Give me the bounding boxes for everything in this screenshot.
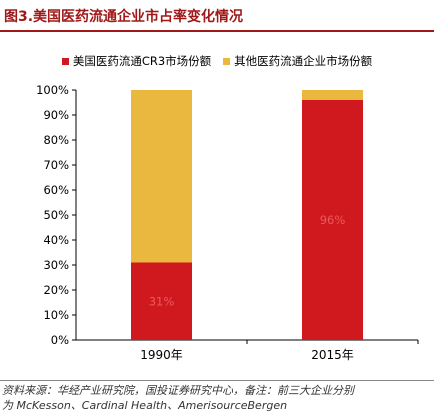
y-tick-label: 30%: [43, 258, 69, 272]
y-tick-label: 50%: [43, 208, 69, 222]
legend-item-cr3: 美国医药流通CR3市场份额: [61, 53, 212, 69]
source-note: 资料来源：华经产业研究院，国投证券研究中心，备注：前三大企业分别 为 McKes…: [2, 383, 434, 413]
legend-swatch-others: [223, 57, 231, 65]
y-tick-label: 40%: [43, 233, 69, 247]
legend-swatch-cr3: [61, 57, 69, 65]
y-tick-label: 0%: [51, 333, 69, 347]
x-tick-label: 1990年: [140, 348, 183, 362]
bar-others-0: [131, 90, 192, 263]
bar-cr3-0: [131, 262, 192, 340]
y-tick-label: 70%: [43, 158, 69, 172]
legend-item-others: 其他医药流通企业市场份额: [223, 53, 372, 69]
source-divider: [0, 380, 434, 381]
x-tick-label: 2015年: [311, 348, 354, 362]
y-tick-label: 80%: [43, 133, 69, 147]
bar-cr3-1: [302, 100, 363, 340]
y-tick-label: 90%: [43, 108, 69, 122]
legend-label-cr3: 美国医药流通CR3市场份额: [72, 54, 212, 68]
source-line-1: 资料来源：华经产业研究院，国投证券研究中心，备注：前三大企业分别: [2, 384, 354, 397]
bar-data-label: 96%: [320, 213, 346, 227]
y-tick-label: 60%: [43, 183, 69, 197]
figure-title: 图3.美国医药流通企业市占率变化情况: [4, 9, 244, 25]
bar-data-label: 31%: [149, 294, 175, 308]
bar-others-1: [302, 90, 363, 100]
legend-label-others: 其他医药流通企业市场份额: [234, 54, 373, 68]
source-line-2: 为 McKesson、Cardinal Health、AmerisourceBe…: [2, 399, 288, 412]
y-tick-label: 10%: [43, 308, 69, 322]
y-tick-label: 20%: [43, 283, 69, 297]
y-tick-label: 100%: [36, 83, 69, 97]
title-underline: [0, 30, 434, 32]
chart-legend: 美国医药流通CR3市场份额 其他医药流通企业市场份额: [0, 53, 434, 69]
